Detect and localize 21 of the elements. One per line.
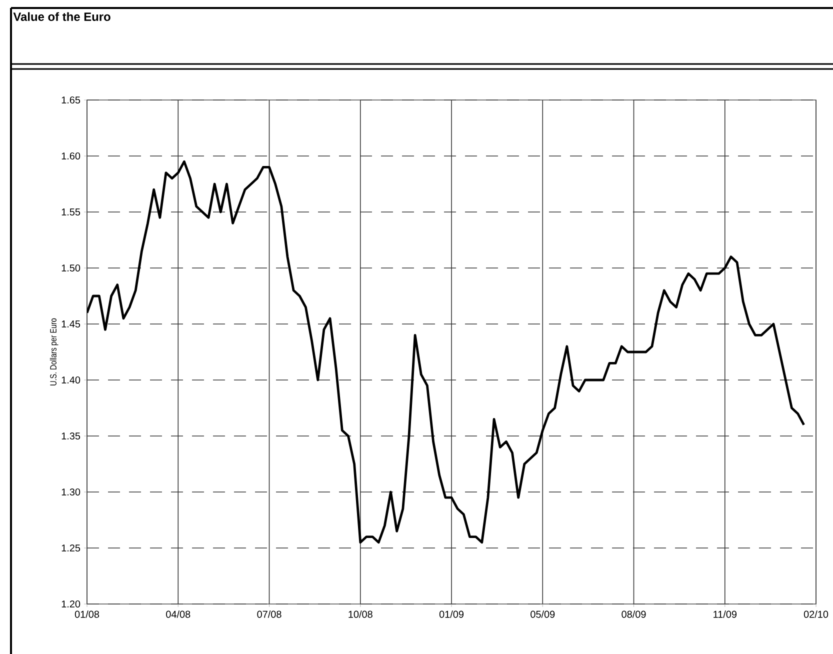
x-tick-label: 01/08 — [74, 610, 100, 618]
y-tick-label: 1.40 — [62, 376, 80, 384]
chart-title: Value of the Euro — [13, 12, 110, 21]
y-tick-label: 1.30 — [62, 488, 80, 496]
y-tick-label: 1.25 — [62, 544, 80, 552]
y-tick-label: 1.45 — [62, 320, 80, 328]
x-tick-label: 08/09 — [622, 610, 646, 618]
x-tick-label: 02/10 — [804, 610, 828, 618]
x-tick-label: 05/09 — [530, 610, 555, 618]
x-tick-label: 04/08 — [166, 610, 190, 618]
x-tick-label: 11/09 — [714, 610, 737, 618]
y-tick-label: 1.35 — [62, 432, 80, 440]
y-tick-label: 1.65 — [62, 96, 80, 104]
y-tick-label: 1.55 — [62, 208, 80, 216]
y-tick-label: 1.20 — [62, 600, 80, 608]
y-tick-label: 1.50 — [62, 264, 80, 272]
x-tick-label: 10/08 — [348, 610, 372, 618]
y-tick-label: 1.60 — [62, 152, 80, 160]
y-axis-title: U.S. Dollars per Euro — [50, 318, 58, 386]
x-tick-label: 01/09 — [439, 610, 464, 618]
x-tick-label: 07/08 — [257, 610, 282, 618]
